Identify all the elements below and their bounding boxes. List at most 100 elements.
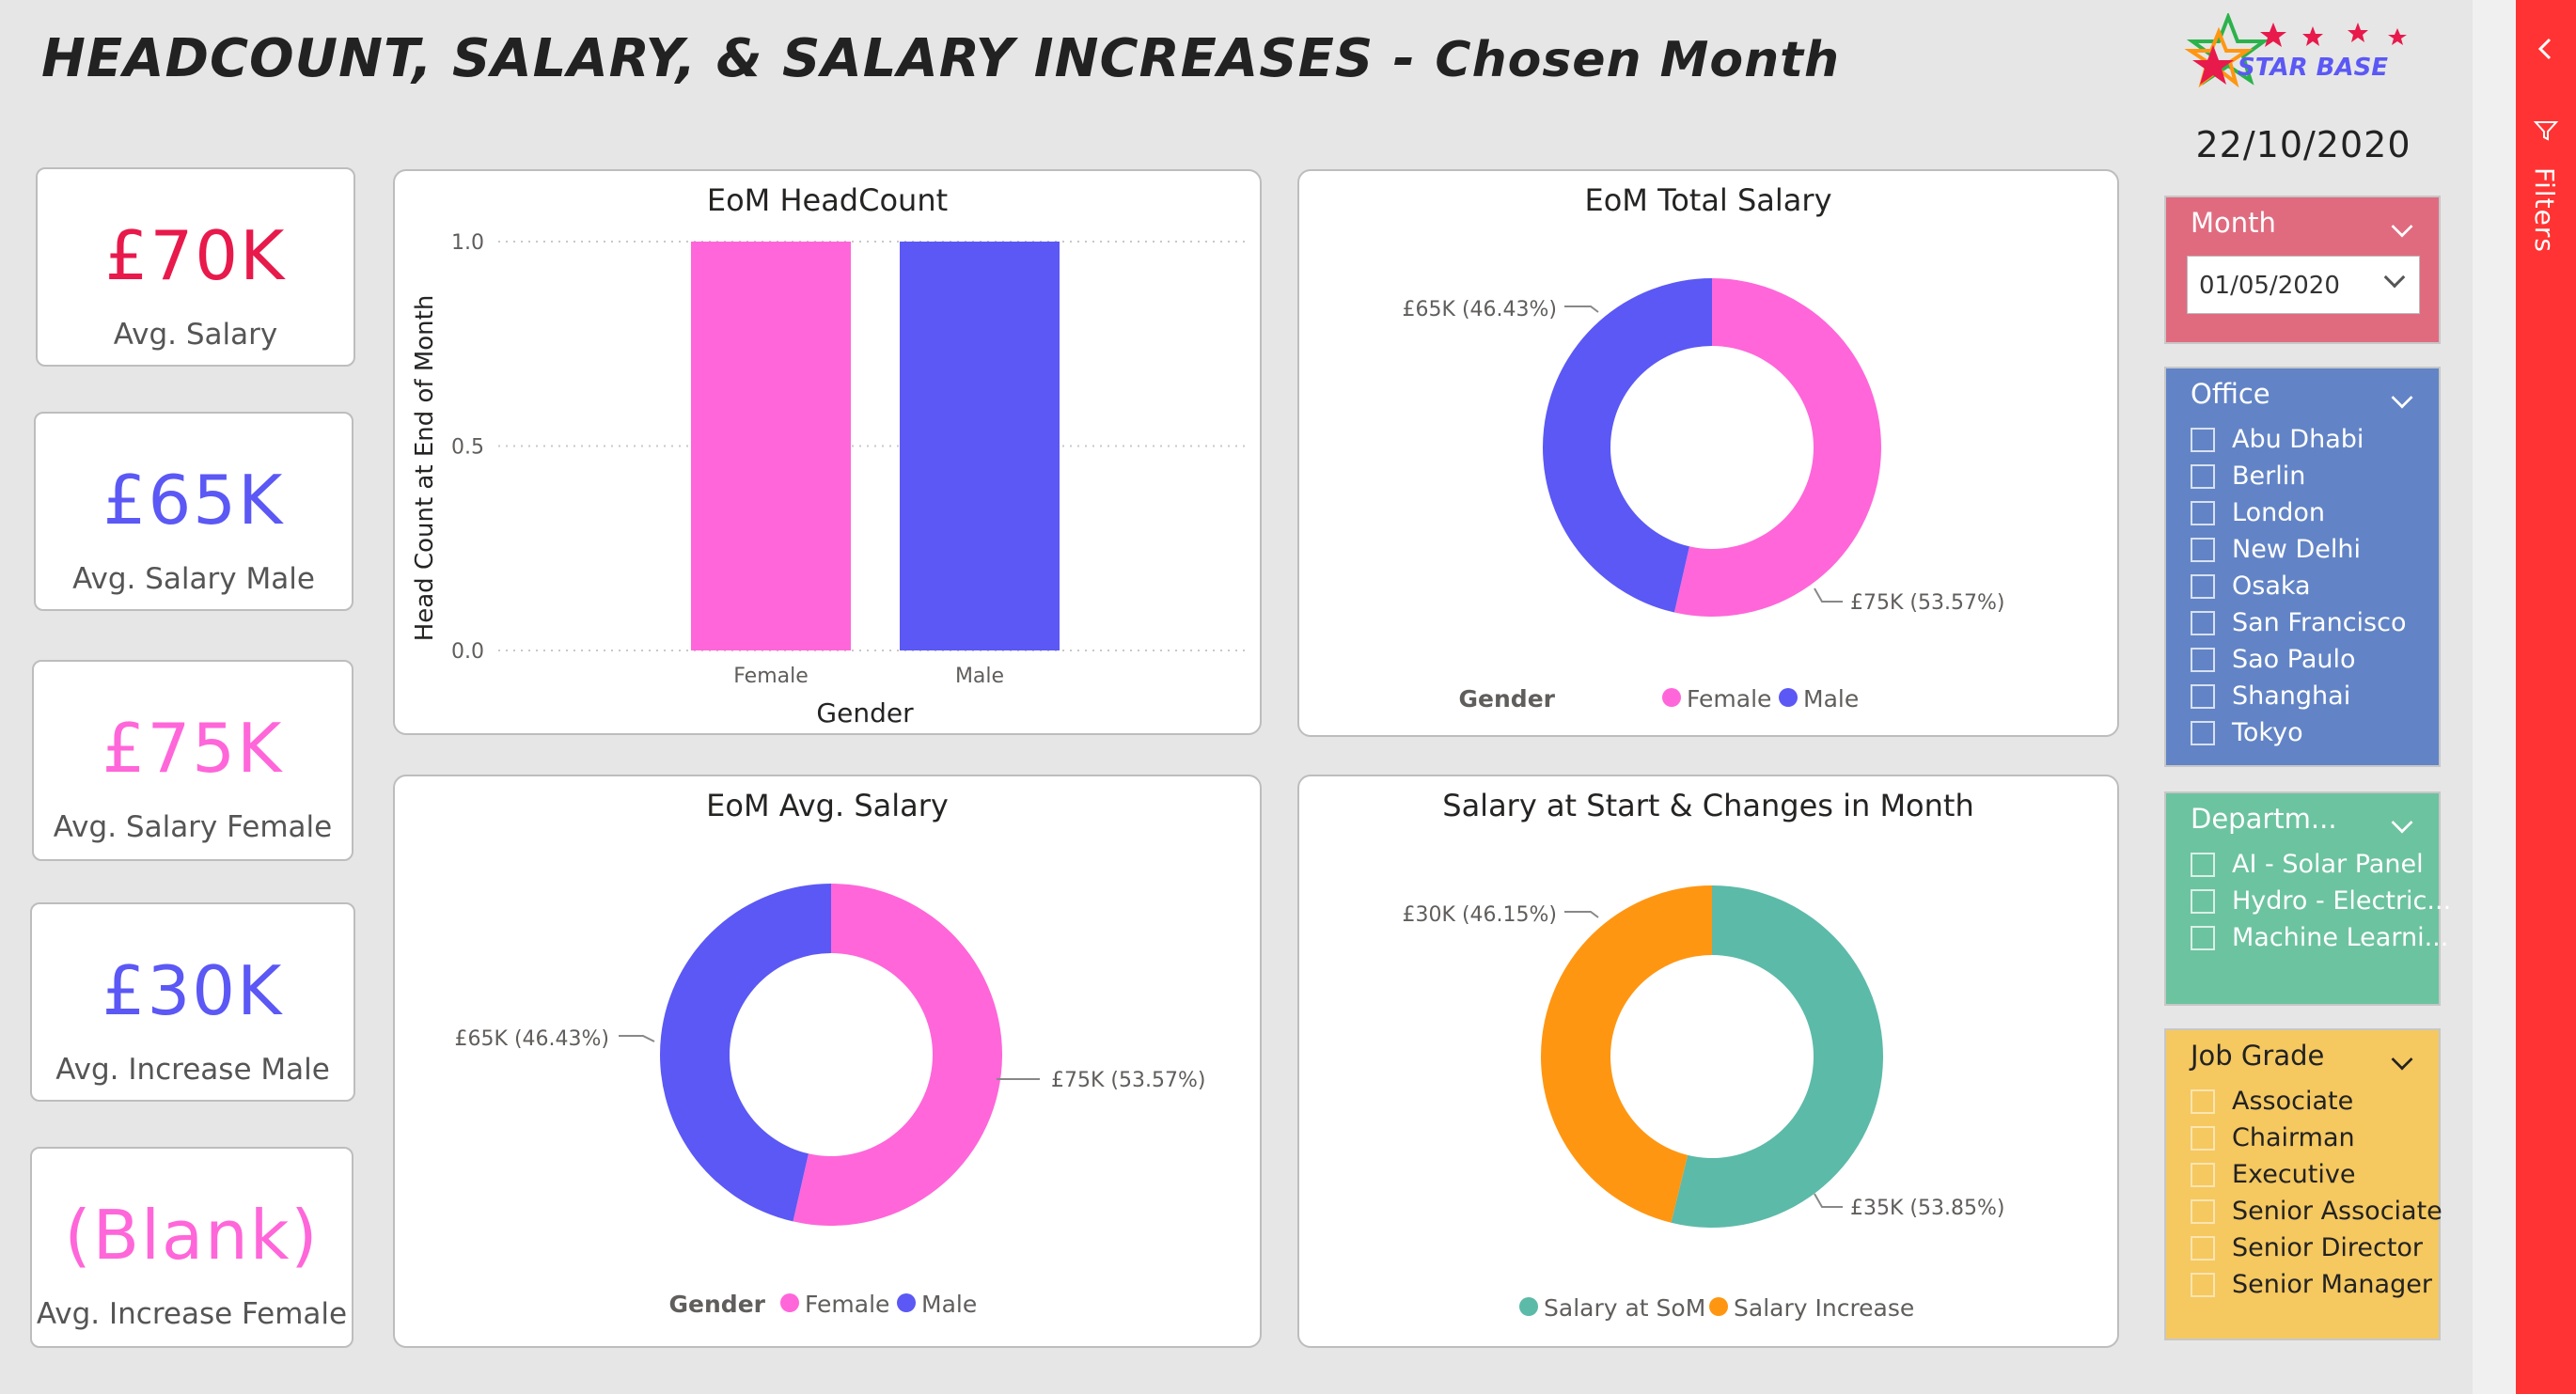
month-dropdown-value: 01/05/2020 — [2199, 272, 2340, 300]
checkbox[interactable] — [2191, 610, 2215, 635]
slicer-option-label: Hydro - Electric... — [2232, 886, 2452, 916]
donut-slice-female[interactable] — [793, 884, 1002, 1226]
month-dropdown[interactable]: 01/05/2020 — [2187, 256, 2420, 314]
donut-slice-male[interactable] — [1542, 278, 1712, 613]
chevron-down-icon[interactable] — [2383, 266, 2406, 289]
donut-slice-salary-at-som[interactable] — [1671, 885, 1883, 1228]
bar-female[interactable] — [691, 242, 851, 650]
slicer-option-job_grade[interactable]: Senior Director — [2191, 1233, 2423, 1262]
donut-slice-male[interactable] — [659, 884, 831, 1222]
checkbox[interactable] — [2191, 427, 2215, 452]
slicer-option-label: San Francisco — [2232, 608, 2407, 637]
avg-salary-chart-card[interactable]: EoM Avg. Salary £65K (46.43%) £75K (53.5… — [393, 775, 1262, 1348]
chevron-down-icon[interactable] — [2391, 386, 2413, 409]
slicer-option-label: Sao Paulo — [2232, 645, 2356, 674]
kpi-avg-salary-male: £65K Avg. Salary Male — [34, 412, 353, 611]
kpi-label: Avg. Increase Male — [55, 1053, 330, 1087]
funnel-icon[interactable] — [2533, 118, 2559, 143]
chevron-down-icon[interactable] — [2391, 811, 2413, 834]
filters-pane[interactable]: Filters — [2516, 0, 2576, 1394]
checkbox[interactable] — [2191, 573, 2215, 599]
checkbox[interactable] — [2191, 647, 2215, 672]
bar-male[interactable] — [900, 242, 1060, 650]
slicer-option-office[interactable]: Tokyo — [2191, 718, 2303, 747]
slicer-option-label: Berlin — [2232, 462, 2306, 491]
checkbox[interactable] — [2191, 537, 2215, 562]
checkbox[interactable] — [2191, 1089, 2215, 1114]
slicer-option-office[interactable]: Osaka — [2191, 572, 2311, 601]
slicer-option-office[interactable]: Abu Dhabi — [2191, 425, 2364, 454]
legend-female-marker — [780, 1293, 799, 1312]
checkbox[interactable] — [2191, 463, 2215, 489]
slicer-option-job_grade[interactable]: Associate — [2191, 1087, 2353, 1116]
slicer-option-label: Senior Director — [2232, 1233, 2424, 1262]
legend-male-marker — [897, 1293, 916, 1312]
slicer-option-department[interactable]: Machine Learni... — [2191, 923, 2448, 952]
office-slicer[interactable]: Office Abu Dhabi Berlin London New Delhi Osa… — [2164, 367, 2441, 767]
slicer-option-label: Machine Learni... — [2232, 923, 2449, 952]
slicer-option-label: Senior Manager — [2232, 1270, 2432, 1299]
total-salary-chart-card[interactable]: EoM Total Salary £65K (46.43%) £75K (53.… — [1297, 169, 2119, 737]
filters-label[interactable]: Filters — [2529, 167, 2560, 253]
checkbox[interactable] — [2191, 1272, 2215, 1297]
data-label-female: £75K (53.57%) — [1850, 591, 2004, 615]
donut-slice-female[interactable] — [1673, 278, 1881, 617]
slicer-option-office[interactable]: Berlin — [2191, 462, 2305, 491]
legend-female-marker — [1662, 688, 1681, 707]
slicer-option-job_grade[interactable]: Senior Associate — [2191, 1197, 2442, 1226]
checkbox[interactable] — [2191, 720, 2215, 745]
chevron-down-icon[interactable] — [2391, 215, 2413, 238]
slicer-option-office[interactable]: Sao Paulo — [2191, 645, 2356, 674]
slicer-option-label: AI - Solar Panel — [2232, 850, 2424, 879]
checkbox[interactable] — [2191, 1125, 2215, 1151]
legend-som-marker — [1519, 1297, 1538, 1316]
kpi-value: £65K — [102, 461, 285, 540]
legend-title: Gender — [669, 1291, 766, 1318]
legend-title: Gender — [1459, 685, 1556, 713]
canvas-scroll-area — [2473, 0, 2516, 1394]
chevron-down-icon[interactable] — [2391, 1048, 2413, 1071]
checkbox[interactable] — [2191, 1162, 2215, 1187]
department-slicer[interactable]: Departm... AI - Solar Panel Hydro - Elect… — [2164, 791, 2451, 1006]
donut-slice-salary-increase[interactable] — [1541, 885, 1712, 1223]
slicer-option-job_grade[interactable]: Chairman — [2191, 1123, 2355, 1152]
x-tick-label: Female — [733, 665, 809, 688]
headcount-chart-card[interactable]: EoM HeadCount 1.0 0.5 0.0 Female Male Gende… — [393, 169, 1262, 735]
slicer-option-job_grade[interactable]: Senior Manager — [2191, 1270, 2432, 1299]
slicer-option-department[interactable]: AI - Solar Panel — [2191, 850, 2424, 879]
checkbox[interactable] — [2191, 500, 2215, 525]
checkbox[interactable] — [2191, 1198, 2215, 1224]
slicer-option-job_grade[interactable]: Executive — [2191, 1160, 2355, 1189]
slicer-option-label: Associate — [2232, 1087, 2354, 1116]
slicer-option-office[interactable]: Shanghai — [2191, 681, 2350, 711]
checkbox[interactable] — [2191, 1235, 2215, 1261]
job-grade-slicer[interactable]: Job Grade Associate Chairman Executive Seni… — [2164, 1028, 2442, 1340]
slicer-option-label: New Delhi — [2232, 535, 2361, 564]
checkbox[interactable] — [2191, 888, 2215, 914]
legend-increase-marker — [1709, 1297, 1728, 1316]
data-label-female: £75K (53.57%) — [1051, 1069, 1205, 1092]
slicer-option-office[interactable]: San Francisco — [2191, 608, 2406, 637]
data-label-male: £65K (46.43%) — [455, 1027, 609, 1051]
legend-female: Female — [1687, 685, 1771, 713]
slicer-option-office[interactable]: New Delhi — [2191, 535, 2361, 564]
x-axis-title: Gender — [816, 697, 914, 728]
slicer-option-office[interactable]: London — [2191, 498, 2325, 527]
checkbox[interactable] — [2191, 683, 2215, 709]
checkbox[interactable] — [2191, 852, 2215, 877]
kpi-avg-increase-male: £30K Avg. Increase Male — [30, 902, 355, 1102]
logo-graphic: STAR BASE — [2184, 11, 2407, 88]
kpi-avg-increase-female: (Blank) Avg. Increase Female — [30, 1147, 353, 1348]
chevron-left-icon[interactable] — [2535, 36, 2557, 62]
month-slicer[interactable]: Month 01/05/2020 — [2164, 196, 2441, 344]
kpi-label: Avg. Increase Female — [36, 1297, 348, 1331]
y-tick-label: 0.5 — [451, 436, 484, 460]
checkbox[interactable] — [2191, 925, 2215, 950]
slicer-option-label: Tokyo — [2232, 718, 2303, 747]
data-label-som: £35K (53.85%) — [1850, 1197, 2004, 1220]
chart-title: Salary at Start & Changes in Month — [1442, 788, 1974, 823]
slicer-option-label: London — [2232, 498, 2325, 527]
salary-changes-chart-card[interactable]: Salary at Start & Changes in Month £30K … — [1297, 775, 2119, 1348]
slicer-option-department[interactable]: Hydro - Electric... — [2191, 886, 2451, 916]
